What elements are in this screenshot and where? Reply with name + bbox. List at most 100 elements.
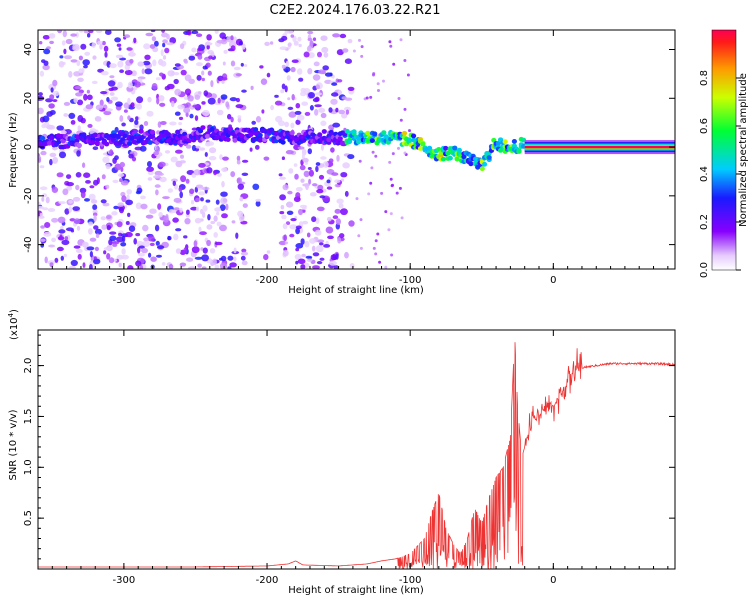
heatmap-cell [384, 210, 388, 214]
heatmap-cell [154, 184, 161, 188]
heatmap-cell [263, 254, 269, 261]
heatmap-cell [337, 237, 342, 244]
heatmap-cell [59, 234, 63, 240]
heatmap-cell [164, 86, 170, 91]
heatmap-cell [322, 65, 330, 71]
heatmap-cell [142, 224, 149, 232]
heatmap-cell [93, 225, 99, 230]
heatmap-cell [299, 164, 306, 171]
heatmap-cell [216, 221, 222, 227]
heatmap-cell [163, 215, 169, 223]
heatmap-cell [315, 165, 319, 173]
heatmap-cell [216, 172, 222, 177]
heatmap-cell [134, 146, 143, 151]
heatmap-cell [206, 141, 215, 146]
heatmap-cell [298, 77, 304, 82]
heatmap-cell [140, 195, 146, 200]
heatmap-cell [239, 196, 244, 202]
heatmap-cell [76, 143, 82, 148]
heatmap-cell [241, 43, 246, 50]
heatmap-cell [83, 65, 88, 69]
heatmap-cell [252, 183, 260, 190]
heatmap-cell [203, 90, 209, 97]
heatmap-cell [282, 184, 289, 191]
heatmap-cell [352, 49, 356, 53]
heatmap-cell [274, 100, 283, 106]
heatmap-cell [157, 203, 162, 210]
heatmap-cell [72, 196, 81, 202]
heatmap-cell [127, 115, 131, 121]
heatmap-cell [326, 137, 332, 143]
heatmap-cell [229, 262, 237, 268]
heatmap-cell [349, 263, 355, 269]
heatmap-cell [290, 122, 295, 129]
heatmap-cell [138, 253, 145, 257]
heatmap-cell [208, 156, 217, 161]
heatmap-cell [220, 255, 227, 262]
heatmap-cell [321, 144, 324, 151]
heatmap-cell [340, 172, 348, 178]
heatmap-cell [147, 177, 153, 181]
heatmap-cell [127, 97, 131, 105]
heatmap-cell [330, 254, 337, 261]
heatmap-cell [144, 68, 153, 75]
heatmap-cell [308, 169, 314, 177]
heatmap-cell [49, 94, 55, 100]
heatmap-cell [174, 63, 181, 67]
heatmap-cell [147, 140, 153, 145]
heatmap-cell [60, 255, 64, 261]
heatmap-cell [62, 188, 69, 196]
heatmap-cell [406, 137, 412, 143]
heatmap-cell [125, 221, 130, 225]
heatmap-cell [347, 38, 353, 44]
heatmap-cell [309, 192, 317, 197]
heatmap-cell [307, 30, 314, 35]
snr-x-label: Height of straight line (km) [288, 585, 424, 596]
heatmap-cell [118, 232, 123, 237]
heatmap-cell [84, 51, 91, 56]
heatmap-cell [289, 233, 295, 238]
heatmap-cell [240, 62, 244, 67]
heatmap-cell [135, 116, 139, 121]
heatmap-cell [187, 95, 194, 102]
heatmap-cell [38, 201, 41, 206]
heatmap-cell [53, 90, 60, 97]
heatmap-cell [388, 160, 392, 164]
heatmap-cell [382, 79, 385, 83]
heatmap-cell [137, 246, 141, 254]
heatmap-cell [235, 73, 242, 77]
heatmap-cell [54, 257, 59, 263]
heatmap-cell [214, 30, 219, 34]
heatmap-cell [233, 36, 237, 42]
heatmap-cell [70, 59, 78, 63]
heatmap-cell [378, 260, 382, 264]
heatmap-cell [230, 35, 234, 41]
heatmap-cell [75, 184, 80, 191]
heatmap-cell [219, 262, 228, 269]
heatmap-cell [121, 122, 126, 127]
heatmap-cell [70, 120, 76, 125]
heatmap-cell [316, 261, 323, 265]
heatmap-cell [146, 166, 155, 172]
heatmap-cell [300, 238, 305, 245]
heatmap-cell [138, 129, 144, 134]
heatmap-cell [38, 107, 44, 115]
heatmap-cell [312, 265, 320, 269]
heatmap-cell [94, 116, 102, 122]
heatmap-cell [68, 206, 73, 213]
heatmap-cell [398, 186, 402, 190]
heatmap-cell [257, 132, 263, 138]
heatmap-cell [301, 253, 306, 258]
heatmap-cell [251, 120, 256, 125]
heatmap-cell [90, 140, 96, 145]
heatmap-cell [135, 233, 141, 237]
heatmap-cell [259, 65, 264, 69]
heatmap-cell [403, 59, 407, 62]
heatmap-cell [312, 74, 321, 81]
heatmap-cell [198, 191, 206, 196]
heatmap-cell [318, 69, 326, 75]
heatmap-cell [291, 59, 299, 63]
heatmap-cell [197, 54, 203, 60]
heatmap-cell [78, 55, 83, 61]
heatmap-cell [66, 182, 74, 187]
